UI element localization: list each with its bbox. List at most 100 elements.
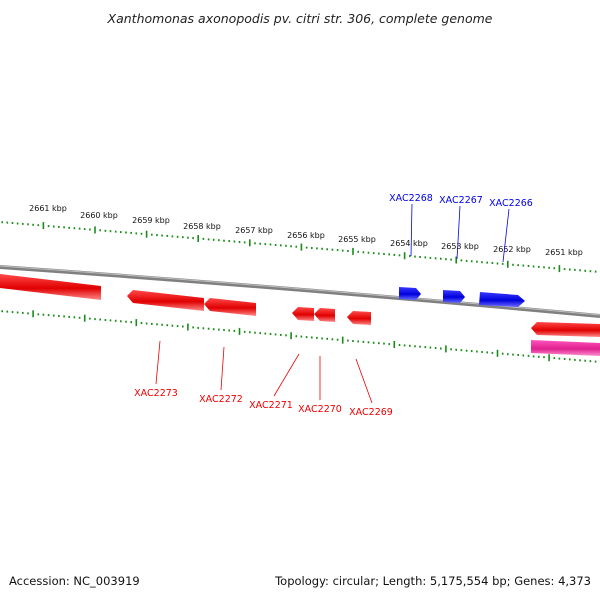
minor-tick (465, 349, 468, 352)
minor-tick (589, 270, 592, 273)
minor-tick (569, 358, 571, 361)
minor-tick (331, 338, 334, 341)
gene-partial-left[interactable] (0, 274, 101, 300)
genome-backbone (0, 265, 600, 318)
gene-label-xac2270[interactable]: XAC2270 (298, 404, 342, 415)
minor-tick (326, 248, 328, 251)
minor-tick (316, 247, 318, 250)
minor-tick (481, 261, 483, 264)
minor-tick (553, 357, 556, 360)
minor-tick (42, 313, 45, 316)
minor-tick (11, 222, 14, 224)
minor-tick (336, 249, 339, 252)
minor-tick (22, 222, 24, 225)
major-tick (393, 341, 396, 348)
gene-label-xac2268[interactable]: XAC2268 (389, 193, 433, 204)
minor-tick (563, 268, 566, 271)
minor-tick (89, 228, 91, 231)
minor-tick (37, 224, 40, 227)
minor-tick (352, 340, 354, 342)
minor-tick (171, 235, 174, 238)
major-tick (83, 314, 86, 322)
minor-tick (161, 323, 163, 326)
minor-tick (419, 256, 421, 258)
gene-label-xac2267[interactable]: XAC2267 (439, 195, 483, 206)
minor-tick (532, 265, 535, 268)
gene-label-xac2272[interactable]: XAC2272 (199, 394, 243, 405)
minor-tick (89, 317, 91, 320)
kbp-label: 2655 kbp (338, 235, 376, 244)
minor-tick (58, 315, 60, 317)
minor-tick (223, 329, 225, 331)
gene-label-xac2273[interactable]: XAC2273 (134, 388, 178, 399)
minor-tick (388, 343, 390, 346)
gene-xac2269[interactable] (347, 311, 371, 325)
gene-label-xac2266[interactable]: XAC2266 (489, 198, 533, 209)
gene-xac2267[interactable] (443, 290, 465, 303)
gene-xac2273[interactable] (127, 290, 204, 311)
minor-tick (357, 250, 359, 253)
minor-tick (109, 230, 112, 233)
minor-tick (243, 241, 246, 244)
minor-tick (569, 268, 571, 271)
gene-xac2270[interactable] (314, 308, 335, 322)
gene-xac2268[interactable] (399, 287, 421, 300)
minor-tick (367, 341, 370, 344)
minor-tick (212, 328, 215, 331)
leader-line (155, 340, 161, 385)
minor-tick (584, 359, 586, 362)
minor-tick (259, 332, 261, 335)
minor-tick (378, 252, 380, 255)
gene-xac2272[interactable] (204, 298, 256, 316)
minor-tick (32, 223, 34, 226)
feature-partial-right[interactable] (531, 340, 600, 356)
minor-tick (166, 324, 169, 327)
major-tick (455, 256, 457, 264)
minor-tick (409, 255, 411, 258)
minor-tick (486, 261, 488, 264)
gene-xac2271[interactable] (292, 307, 314, 321)
forward-gene-labels: XAC2268 XAC2267 XAC2266 (389, 193, 533, 263)
gene-xac2266[interactable] (479, 292, 525, 307)
minor-tick (109, 319, 112, 322)
minor-tick (202, 327, 205, 330)
minor-tick (383, 253, 385, 255)
minor-tick (11, 311, 14, 314)
major-tick (238, 327, 241, 335)
minor-tick (140, 322, 143, 324)
minor-tick (99, 229, 101, 232)
accession-text: Accession: NC_003919 (9, 574, 140, 588)
minor-tick (594, 360, 597, 363)
minor-tick (187, 236, 189, 239)
minor-tick (274, 333, 277, 336)
minor-tick (94, 318, 96, 321)
minor-tick (197, 326, 199, 329)
minor-tick (517, 354, 519, 356)
minor-tick (22, 311, 24, 314)
gene-partial-right[interactable] (531, 322, 600, 337)
minor-tick (130, 231, 132, 234)
major-tick (94, 226, 96, 234)
minor-tick (460, 259, 463, 262)
major-tick (352, 247, 354, 255)
minor-tick (455, 348, 457, 351)
minor-tick (295, 335, 298, 338)
minor-tick (486, 351, 488, 354)
gene-label-xac2271[interactable]: XAC2271 (249, 400, 293, 411)
leader-line (410, 203, 413, 257)
minor-tick (212, 238, 215, 241)
minor-tick (305, 336, 308, 339)
minor-tick (125, 231, 127, 234)
leader-line (456, 205, 461, 260)
tick-row-top (1, 221, 597, 273)
minor-tick (73, 316, 76, 319)
minor-tick (73, 227, 76, 230)
kbp-label: 2651 kbp (545, 248, 583, 257)
kbp-label: 2660 kbp (80, 211, 118, 220)
kbp-label: 2657 kbp (235, 226, 273, 235)
minor-tick (424, 346, 427, 349)
major-tick (42, 222, 45, 230)
gene-label-xac2269[interactable]: XAC2269 (349, 407, 393, 418)
minor-tick (233, 329, 236, 332)
minor-tick (104, 229, 107, 232)
